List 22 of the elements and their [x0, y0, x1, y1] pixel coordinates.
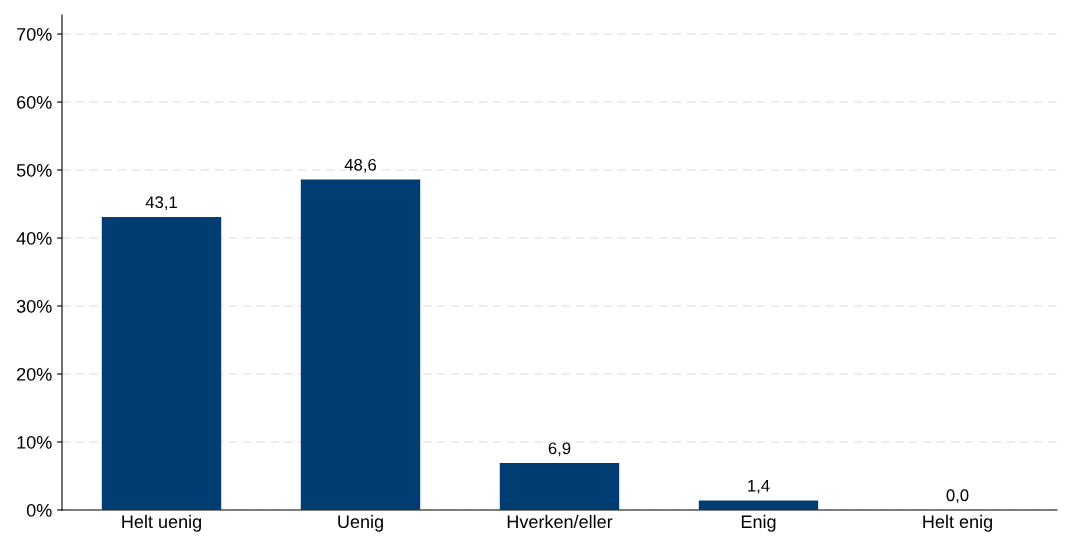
data-label: 0,0: [946, 489, 969, 504]
y-tick-label: 50%: [16, 163, 52, 177]
y-tick-label: 30%: [16, 299, 52, 313]
bar: [499, 463, 620, 510]
bar: [300, 179, 421, 510]
y-tick-label: 0%: [26, 503, 52, 517]
x-tick-label: Hverken/eller: [507, 514, 613, 529]
data-label: 43,1: [145, 196, 177, 211]
y-tick-label: 70%: [17, 27, 52, 41]
data-label: 1,4: [748, 480, 770, 494]
y-tick-label: 40%: [16, 231, 52, 245]
y-tick-label: 20%: [17, 367, 52, 381]
y-tick-label: 10%: [17, 435, 52, 449]
bar: [698, 500, 819, 510]
x-tick-label: Enig: [741, 514, 776, 532]
x-tick-label: Uenig: [338, 514, 383, 532]
x-tick-label: Helt enig: [923, 514, 992, 532]
data-label: 6,9: [548, 442, 571, 457]
data-label: 48,6: [344, 158, 376, 173]
y-tick-label: 60%: [17, 95, 52, 109]
bar: [101, 216, 222, 510]
x-tick-label: Helt uenig: [122, 514, 201, 532]
